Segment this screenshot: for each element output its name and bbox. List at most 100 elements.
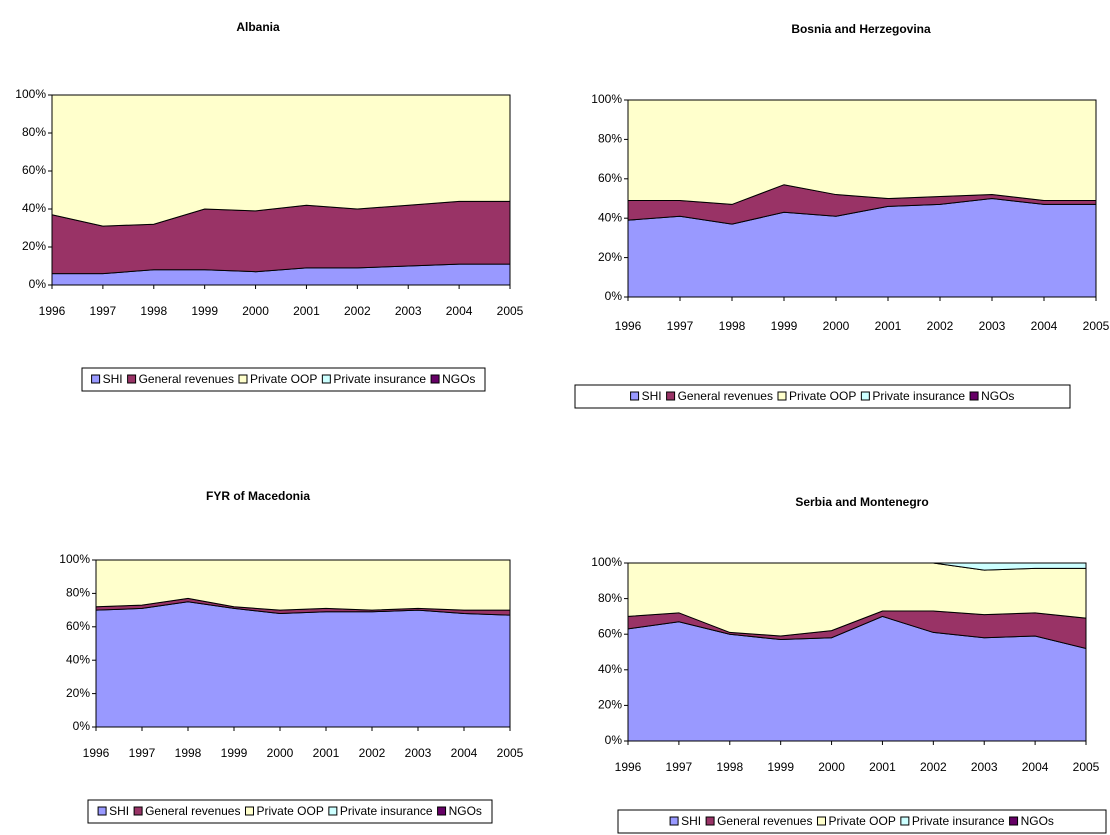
legend-swatch [430,374,440,384]
area [95,559,511,611]
legend-swatch [969,391,979,401]
x-tick-label: 1997 [666,760,693,774]
x-tick-label: 2002 [344,304,371,318]
chart-title: Albania [236,20,280,34]
y-tick-label: 0% [29,277,47,291]
legend-swatch [900,816,910,826]
legend-label: NGOs [442,372,475,386]
y-tick-label: 40% [598,210,622,224]
legend-swatch [437,806,447,816]
x-tick-label: 1999 [191,304,218,318]
legend-swatch [127,374,137,384]
legend-box [574,384,1071,409]
y-tick-label: 40% [66,652,90,666]
legend-label: General revenues [717,814,812,828]
legend-label: NGOs [1021,814,1054,828]
legend-swatch [91,374,101,384]
legend-label: General revenues [145,804,240,818]
y-tick-label: 0% [605,289,623,303]
legend-swatch [238,374,248,384]
y-tick-label: 40% [22,201,46,215]
legend-swatch [328,806,338,816]
y-tick-label: 20% [66,686,90,700]
x-tick-label: 2000 [818,760,845,774]
legend-swatch [816,816,826,826]
legend-label: SHI [681,814,701,828]
x-tick-label: 2004 [451,746,478,760]
chart-title: Bosnia and Herzegovina [791,22,931,36]
y-tick-label: 40% [598,662,622,676]
legend-label: Private insurance [912,814,1005,828]
y-tick-label: 0% [73,719,91,733]
x-tick-label: 1996 [615,319,642,333]
x-tick-label: 2004 [1022,760,1049,774]
legend-swatch [133,806,143,816]
y-tick-label: 20% [22,239,46,253]
legend-box [81,367,486,392]
x-tick-label: 2005 [1083,319,1110,333]
legend-label: SHI [109,804,129,818]
x-tick-label: 1998 [716,760,743,774]
x-tick-label: 1996 [615,760,642,774]
legend-label: Private OOP [256,804,323,818]
x-tick-label: 2004 [446,304,473,318]
legend-label: Private insurance [340,804,433,818]
legend-swatch [321,374,331,384]
legend-label: General revenues [678,389,773,403]
y-tick-label: 80% [22,125,46,139]
y-tick-label: 100% [591,555,622,569]
x-tick-label: 1998 [140,304,167,318]
legend-label: Private insurance [872,389,965,403]
y-tick-label: 80% [66,586,90,600]
legend-swatch [630,391,640,401]
legend-label: Private insurance [333,372,426,386]
legend-box [87,799,493,824]
y-tick-label: 80% [598,132,622,146]
y-tick-label: 60% [598,626,622,640]
legend-swatch [860,391,870,401]
legend-swatch [1009,816,1019,826]
legend-label: NGOs [449,804,482,818]
x-tick-label: 1997 [90,304,117,318]
x-tick-label: 2001 [875,319,902,333]
legend-swatch [777,391,787,401]
y-tick-label: 60% [598,171,622,185]
legend-swatch [666,391,676,401]
legend-label: SHI [103,372,123,386]
x-tick-label: 2003 [971,760,998,774]
y-tick-label: 100% [15,87,46,101]
x-tick-label: 2002 [927,319,954,333]
x-tick-label: 1997 [129,746,156,760]
x-tick-label: 1999 [767,760,794,774]
x-tick-label: 1997 [667,319,694,333]
legend-label: Private OOP [789,389,856,403]
x-tick-label: 2001 [313,746,340,760]
y-tick-label: 60% [22,163,46,177]
x-tick-label: 2003 [405,746,432,760]
y-tick-label: 20% [598,698,622,712]
area [95,601,511,728]
chart-title: FYR of Macedonia [206,489,310,503]
y-tick-label: 20% [598,250,622,264]
x-tick-label: 2003 [979,319,1006,333]
x-tick-label: 1998 [175,746,202,760]
legend-swatch [705,816,715,826]
y-tick-label: 100% [591,92,622,106]
x-tick-label: 1999 [221,746,248,760]
y-tick-label: 60% [66,619,90,633]
x-tick-label: 2002 [920,760,947,774]
x-tick-label: 2004 [1031,319,1058,333]
x-tick-label: 1996 [39,304,66,318]
x-tick-label: 2005 [497,746,524,760]
x-tick-label: 1996 [83,746,110,760]
legend-swatch [244,806,254,816]
y-tick-label: 0% [605,733,623,747]
x-tick-label: 2001 [869,760,896,774]
x-tick-label: 2000 [823,319,850,333]
x-tick-label: 2001 [293,304,320,318]
legend-label: Private OOP [828,814,895,828]
legend-label: General revenues [139,372,234,386]
legend-label: SHI [642,389,662,403]
legend-box [617,809,1107,834]
y-tick-label: 100% [59,552,90,566]
